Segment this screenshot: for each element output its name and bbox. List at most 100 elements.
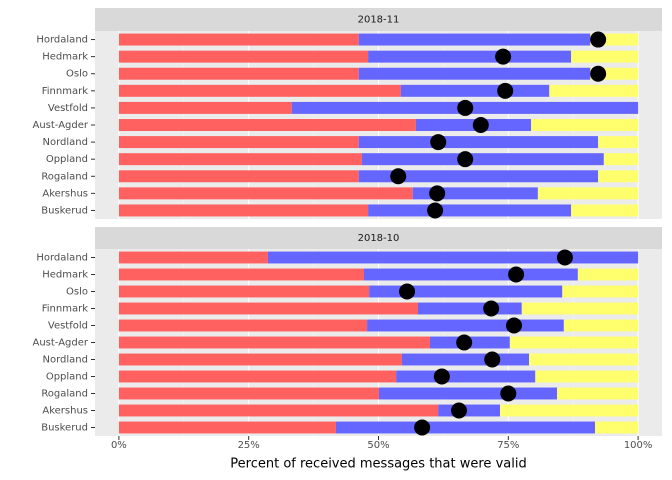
point (450, 402, 467, 419)
bar-segment (367, 319, 564, 332)
point (484, 351, 501, 368)
point (497, 82, 514, 99)
point (472, 117, 489, 133)
point (590, 31, 607, 48)
y-tick-label: Hedmark (42, 52, 88, 63)
bar-segment (562, 285, 639, 298)
bar-segment (118, 119, 416, 131)
bar-segment (118, 251, 268, 264)
point (427, 202, 444, 219)
bar-segment (595, 421, 639, 434)
bar-segment (358, 67, 591, 80)
point (457, 99, 474, 116)
bar-segment (118, 387, 380, 400)
bar-segment (598, 170, 639, 183)
bar-segment (118, 353, 402, 366)
point (390, 168, 407, 185)
bar-segment (118, 302, 418, 315)
bar-segment (118, 285, 370, 298)
y-tick-label: Oppland (46, 372, 88, 383)
y-tick-label: Aust-Agder (33, 338, 89, 349)
bar-segment (358, 33, 591, 46)
bar-segment (118, 101, 292, 114)
bar-segment (535, 370, 639, 383)
y-tick-label: Oslo (66, 287, 88, 298)
bar-segment (529, 353, 639, 366)
point (500, 385, 517, 402)
strip (95, 8, 662, 31)
point (495, 48, 512, 65)
bar-segment (118, 33, 359, 46)
bar-segment (417, 302, 522, 315)
bar-segment (118, 170, 359, 183)
bar-segment (438, 404, 500, 417)
point (457, 151, 474, 168)
x-tick-label: 0% (111, 440, 127, 451)
y-tick-label: Finnmark (42, 86, 88, 97)
point (556, 249, 573, 266)
bar-segment (509, 336, 639, 349)
bar-segment (267, 251, 639, 264)
bar-segment (590, 67, 639, 80)
point (430, 134, 447, 151)
bar-segment (571, 50, 639, 63)
point (456, 334, 473, 351)
point (429, 185, 446, 202)
x-tick-label: 25% (238, 440, 260, 451)
strip-label: 2018-10 (358, 233, 400, 244)
bar-segment (118, 421, 336, 434)
bar-segment (118, 204, 369, 217)
bar-segment (412, 187, 538, 200)
bar-segment (118, 370, 397, 383)
y-tick-label: Oslo (66, 69, 88, 80)
bar-segment (368, 50, 572, 63)
bar-segment (598, 136, 639, 149)
point (506, 317, 523, 334)
bar-segment (571, 204, 639, 217)
x-tick-label: 75% (497, 440, 519, 451)
point (508, 266, 525, 283)
bar-segment (118, 67, 359, 80)
bar-segment (118, 404, 439, 417)
y-tick-label: Akershus (42, 406, 88, 417)
bar-segment (396, 370, 536, 383)
bar-segment (358, 136, 599, 149)
bar-segment (361, 153, 604, 166)
point (433, 368, 450, 385)
y-tick-label: Hedmark (42, 270, 88, 281)
bar-segment (521, 302, 639, 315)
bar-segment (379, 387, 558, 400)
bar-segment (369, 285, 563, 298)
point (399, 283, 416, 300)
y-tick-label: Buskerud (41, 205, 88, 216)
bar-segment (537, 187, 639, 200)
bar-segment (557, 387, 639, 400)
bar-segment (118, 84, 401, 97)
y-tick-label: Buskerud (41, 423, 88, 434)
y-tick-label: Rogaland (41, 171, 88, 182)
bar-segment (500, 404, 639, 417)
bar-segment (118, 136, 359, 149)
bar-segment (577, 268, 639, 281)
bar-segment (363, 268, 578, 281)
bar-segment (118, 187, 413, 200)
point (483, 300, 500, 317)
x-tick-label: 50% (367, 440, 389, 451)
y-tick-label: Nordland (43, 137, 88, 148)
bar-segment (603, 153, 639, 166)
bar-segment (563, 319, 639, 332)
x-axis-title: Percent of received messages that were v… (230, 457, 526, 472)
bar-segment (531, 119, 639, 131)
point (590, 65, 607, 82)
y-tick-label: Aust-Agder (33, 120, 89, 131)
point (414, 419, 431, 436)
bar-segment (118, 268, 364, 281)
bar-segment (401, 353, 530, 366)
y-tick-label: Vestfold (48, 321, 88, 332)
strip-label: 2018-11 (358, 15, 400, 26)
bar-segment (358, 170, 599, 183)
strip (95, 227, 662, 249)
x-tick-label: 100% (624, 440, 653, 451)
y-tick-label: Nordland (43, 355, 88, 366)
